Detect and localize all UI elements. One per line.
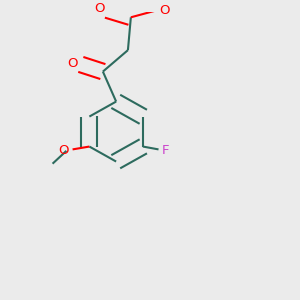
Text: O: O — [94, 2, 104, 15]
Text: F: F — [162, 144, 169, 157]
Text: O: O — [68, 56, 78, 70]
Text: O: O — [159, 4, 169, 17]
Text: O: O — [58, 144, 69, 157]
